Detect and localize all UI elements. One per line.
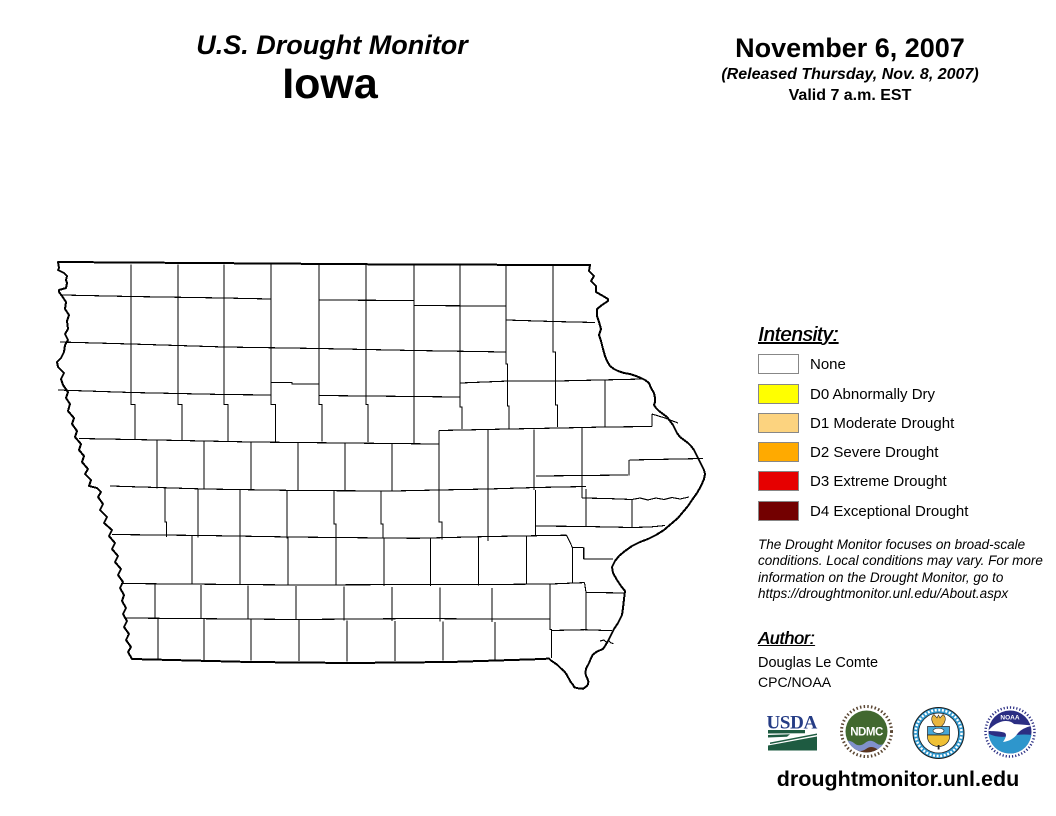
svg-text:USDA: USDA xyxy=(767,713,818,734)
svg-text:NDMC: NDMC xyxy=(850,727,883,739)
svg-text:NOAA: NOAA xyxy=(1000,715,1019,722)
